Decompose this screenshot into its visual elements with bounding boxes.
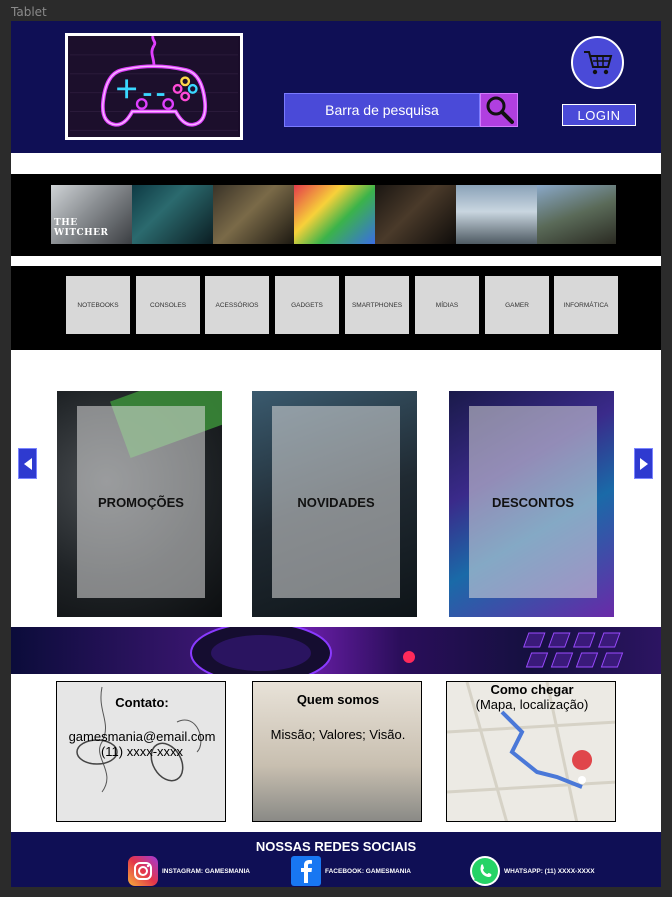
location-box: Como chegar (Mapa, localização) xyxy=(446,681,616,822)
cart-button[interactable] xyxy=(571,36,624,89)
about-title: Quem somos xyxy=(296,692,380,707)
whatsapp-link[interactable]: WHATSAPP: (11) XXXX-XXXX xyxy=(470,856,595,886)
tablet-page: Barra de pesquisa LOGIN THE WITCHER xyxy=(11,21,661,887)
game-thumbnail-call-of-duty[interactable] xyxy=(375,185,456,244)
about-text: Missão; Valores; Visão. xyxy=(270,727,406,742)
search-button[interactable] xyxy=(480,93,518,127)
frame-label: Tablet xyxy=(11,5,47,19)
gaming-banner xyxy=(11,627,661,674)
game-thumbnail-mario-party[interactable] xyxy=(294,185,375,244)
site-logo[interactable] xyxy=(65,33,243,140)
gamepad-logo-icon xyxy=(69,36,239,137)
category-informatica[interactable]: INFORMÁTICA xyxy=(554,276,618,334)
whatsapp-icon xyxy=(470,856,500,886)
facebook-label: FACEBOOK: GAMESMANIA xyxy=(325,867,411,875)
game-thumbnail-fallout[interactable] xyxy=(213,185,294,244)
map-icon xyxy=(447,682,615,821)
category-acessorios[interactable]: ACESSÓRIOS xyxy=(205,276,269,334)
card-novidades[interactable]: NOVIDADES xyxy=(252,391,417,617)
instagram-label: INSTAGRAM: GAMESMANIA xyxy=(162,867,250,875)
category-bar: NOTEBOOKS CONSOLES ACESSÓRIOS GADGETS SM… xyxy=(11,266,661,350)
category-gamer[interactable]: GAMER xyxy=(485,276,549,334)
category-smartphones[interactable]: SMARTPHONES xyxy=(345,276,409,334)
instagram-link[interactable]: INSTAGRAM: GAMESMANIA xyxy=(128,856,250,886)
game-thumbnail-bioshock[interactable] xyxy=(132,185,213,244)
site-header: Barra de pesquisa LOGIN xyxy=(11,21,661,153)
instagram-icon xyxy=(128,856,158,886)
card-promocoes[interactable]: PROMOÇÕES xyxy=(57,391,222,617)
site-footer: NOSSAS REDES SOCIAIS INSTAGRAM: GAMESMAN… xyxy=(11,832,661,887)
about-box: Quem somos Missão; Valores; Visão. xyxy=(252,681,422,822)
contact-box: Contato: gamesmania@email.com (11) xxxx-… xyxy=(56,681,226,822)
category-notebooks[interactable]: NOTEBOOKS xyxy=(66,276,130,334)
gaming-gear-image xyxy=(190,627,624,674)
arrow-left-icon xyxy=(23,457,32,470)
featured-games-strip: THE WITCHER xyxy=(11,174,661,256)
contact-title: Contato: xyxy=(115,695,169,710)
carousel-next-button[interactable] xyxy=(634,448,653,479)
telephone-icon xyxy=(76,686,202,793)
category-consoles[interactable]: CONSOLES xyxy=(136,276,200,334)
game-thumbnail-witcher[interactable]: THE WITCHER xyxy=(51,185,132,244)
card-label: DESCONTOS xyxy=(469,406,597,598)
search-input[interactable]: Barra de pesquisa xyxy=(284,93,480,127)
footer-title: NOSSAS REDES SOCIAIS xyxy=(255,839,417,854)
category-gadgets[interactable]: GADGETS xyxy=(275,276,339,334)
contact-email[interactable]: gamesmania@email.com xyxy=(68,729,216,744)
login-button[interactable]: LOGIN xyxy=(562,104,636,126)
card-label: NOVIDADES xyxy=(272,406,400,598)
card-descontos[interactable]: DESCONTOS xyxy=(449,391,614,617)
category-midias[interactable]: MÍDIAS xyxy=(415,276,479,334)
card-label: PROMOÇÕES xyxy=(77,406,205,598)
whatsapp-label: WHATSAPP: (11) XXXX-XXXX xyxy=(504,867,595,875)
facebook-link[interactable]: FACEBOOK: GAMESMANIA xyxy=(291,856,411,886)
search-icon xyxy=(486,96,514,124)
game-title: THE WITCHER xyxy=(54,218,109,238)
carousel-prev-button[interactable] xyxy=(18,448,37,479)
location-text: (Mapa, localização) xyxy=(475,697,589,712)
location-title: Como chegar xyxy=(490,682,574,697)
arrow-right-icon xyxy=(639,457,648,470)
game-thumbnail-ark[interactable] xyxy=(537,185,616,244)
game-thumbnail-skyrim[interactable] xyxy=(456,185,537,244)
shopping-cart-icon xyxy=(583,50,612,74)
facebook-icon xyxy=(291,856,321,886)
contact-phone[interactable]: (11) xxxx-xxxx xyxy=(100,744,184,759)
